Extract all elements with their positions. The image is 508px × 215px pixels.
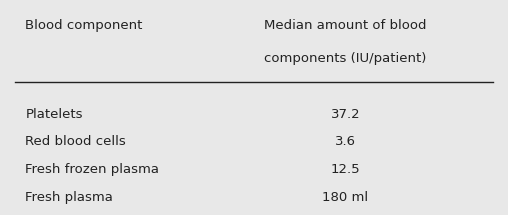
Text: 37.2: 37.2: [331, 108, 360, 120]
Text: Fresh plasma: Fresh plasma: [25, 191, 113, 204]
Text: 180 ml: 180 ml: [323, 191, 368, 204]
Text: Red blood cells: Red blood cells: [25, 135, 126, 148]
Text: Blood component: Blood component: [25, 19, 143, 32]
Text: 3.6: 3.6: [335, 135, 356, 148]
Text: Fresh frozen plasma: Fresh frozen plasma: [25, 163, 160, 176]
Text: components (IU/patient): components (IU/patient): [264, 52, 427, 64]
Text: 12.5: 12.5: [331, 163, 360, 176]
Text: Median amount of blood: Median amount of blood: [264, 19, 427, 32]
Text: Platelets: Platelets: [25, 108, 83, 120]
